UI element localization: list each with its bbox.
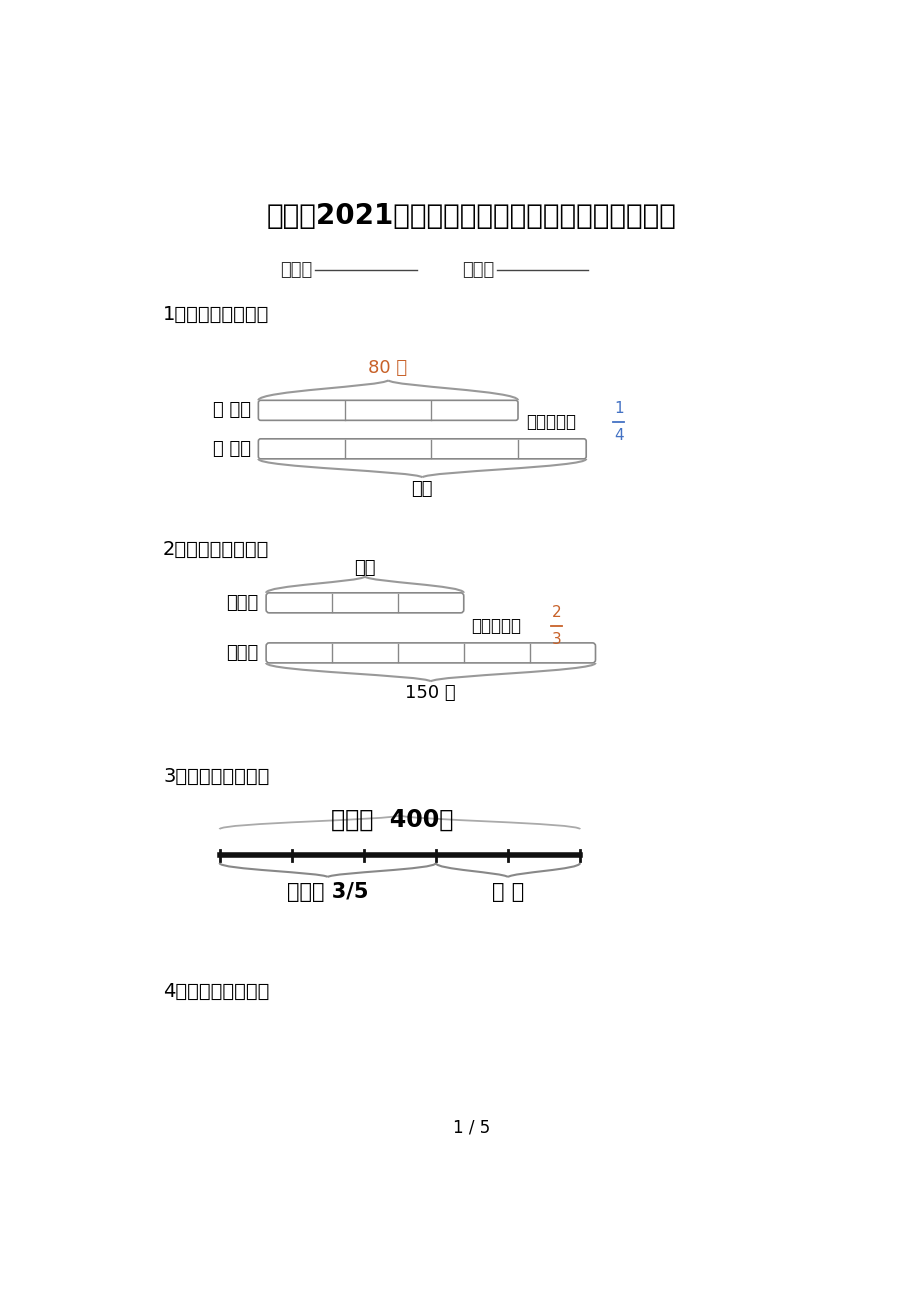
Text: 已修了 3/5: 已修了 3/5 (287, 883, 369, 902)
Text: 冀教版2021年六年级数学上册看图列方程计算专项: 冀教版2021年六年级数学上册看图列方程计算专项 (267, 202, 675, 230)
Text: 3: 3 (551, 631, 561, 647)
Text: 班级：: 班级： (280, 262, 312, 279)
Text: 4．看图列式计算。: 4．看图列式计算。 (163, 982, 269, 1001)
Text: 姓名：: 姓名： (462, 262, 494, 279)
Text: 150 盒: 150 盒 (404, 684, 455, 702)
Text: 2: 2 (551, 605, 561, 620)
Text: 2．看图列式计算。: 2．看图列式计算。 (163, 539, 269, 559)
Text: 九 月：: 九 月： (212, 440, 250, 458)
Text: 1 / 5: 1 / 5 (452, 1118, 490, 1137)
Text: 红粉笔: 红粉笔 (226, 594, 258, 612)
Text: ？吨: ？吨 (411, 480, 432, 497)
Text: 八 月：: 八 月： (212, 401, 250, 419)
Text: 4: 4 (613, 428, 623, 443)
Text: 白粉笔: 白粉笔 (226, 644, 258, 661)
Text: 一条路  400米: 一条路 400米 (331, 809, 453, 832)
Text: 1: 1 (613, 401, 623, 415)
Text: ？ 米: ？ 米 (492, 883, 524, 902)
Text: 3．看图列式计算。: 3．看图列式计算。 (163, 767, 269, 785)
Text: ？盒: ？盒 (354, 559, 375, 577)
Text: 比八月份多: 比八月份多 (525, 413, 575, 431)
Text: 比红粉笔多: 比红粉笔多 (471, 617, 521, 635)
Text: 1．看图列式计算。: 1．看图列式计算。 (163, 305, 269, 324)
Text: 80 吨: 80 吨 (368, 359, 407, 378)
